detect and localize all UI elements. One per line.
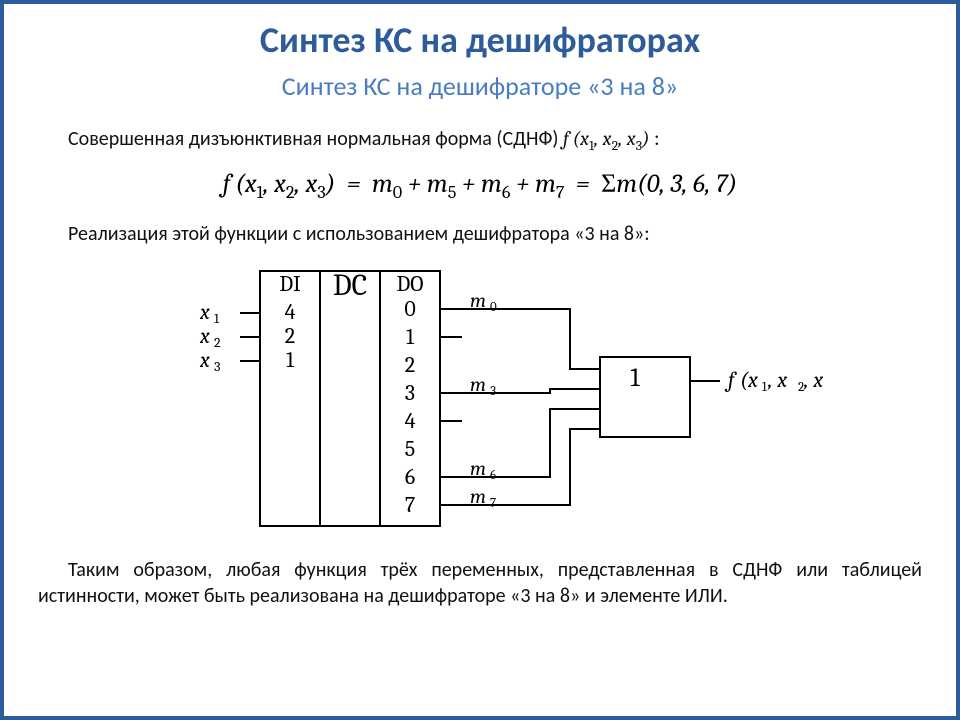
equation: f (x1, x2, x3) = m0 + m5 + m6 + m7 = Σm(…	[38, 169, 922, 203]
svg-text:1: 1	[762, 380, 767, 395]
para1-text: Совершенная дизъюнктивная нормальная фор…	[68, 127, 563, 151]
svg-text:3: 3	[490, 384, 496, 399]
main-title: Синтез КС на дешифраторах	[38, 18, 922, 62]
svg-text:x: x	[199, 323, 210, 349]
svg-text:3: 3	[214, 358, 220, 375]
svg-text:1: 1	[630, 363, 640, 393]
svg-text:7: 7	[405, 492, 415, 518]
decoder-svg: DI DC DO 4 2 1 x1 x2 x3 0 1 2 3 4	[130, 261, 830, 541]
diagram: DI DC DO 4 2 1 x1 x2 x3 0 1 2 3 4	[38, 261, 922, 541]
slide-frame: Синтез КС на дешифраторах Синтез КС на д…	[0, 0, 960, 720]
svg-text:4: 4	[285, 299, 296, 325]
svg-text:7: 7	[490, 496, 496, 511]
svg-text:2: 2	[214, 334, 221, 351]
svg-text:, x: , x	[803, 367, 823, 393]
label-di: DI	[279, 271, 300, 297]
svg-text:6: 6	[405, 464, 415, 490]
svg-text:0: 0	[490, 300, 497, 315]
svg-text:(x: (x	[740, 367, 758, 393]
svg-text:1: 1	[214, 310, 220, 327]
svg-text:x: x	[199, 299, 210, 325]
svg-text:6: 6	[490, 468, 496, 483]
svg-text:3: 3	[405, 380, 415, 406]
svg-text:0: 0	[404, 296, 415, 322]
svg-text:2: 2	[285, 323, 295, 349]
label-do: DO	[397, 271, 424, 297]
fn-inline: f (x1, x2, x3)	[563, 127, 650, 150]
svg-text:2: 2	[405, 352, 415, 378]
para-realization: Реализация этой функции с использованием…	[38, 221, 922, 247]
label-dc: DC	[333, 268, 367, 303]
para-sdnf: Совершенная дизъюнктивная нормальная фор…	[38, 126, 922, 155]
subtitle: Синтез КС на дешифраторе «3 на 8»	[38, 70, 922, 102]
svg-text:1: 1	[406, 324, 415, 350]
svg-text:, x: , x	[767, 367, 787, 393]
svg-text:f: f	[724, 367, 737, 393]
svg-text:x: x	[199, 347, 210, 373]
para-conclusion: Таким образом, любая функция трёх переме…	[38, 557, 922, 609]
svg-text:4: 4	[405, 408, 416, 434]
svg-text:1: 1	[286, 347, 295, 373]
svg-text:5: 5	[405, 436, 415, 462]
